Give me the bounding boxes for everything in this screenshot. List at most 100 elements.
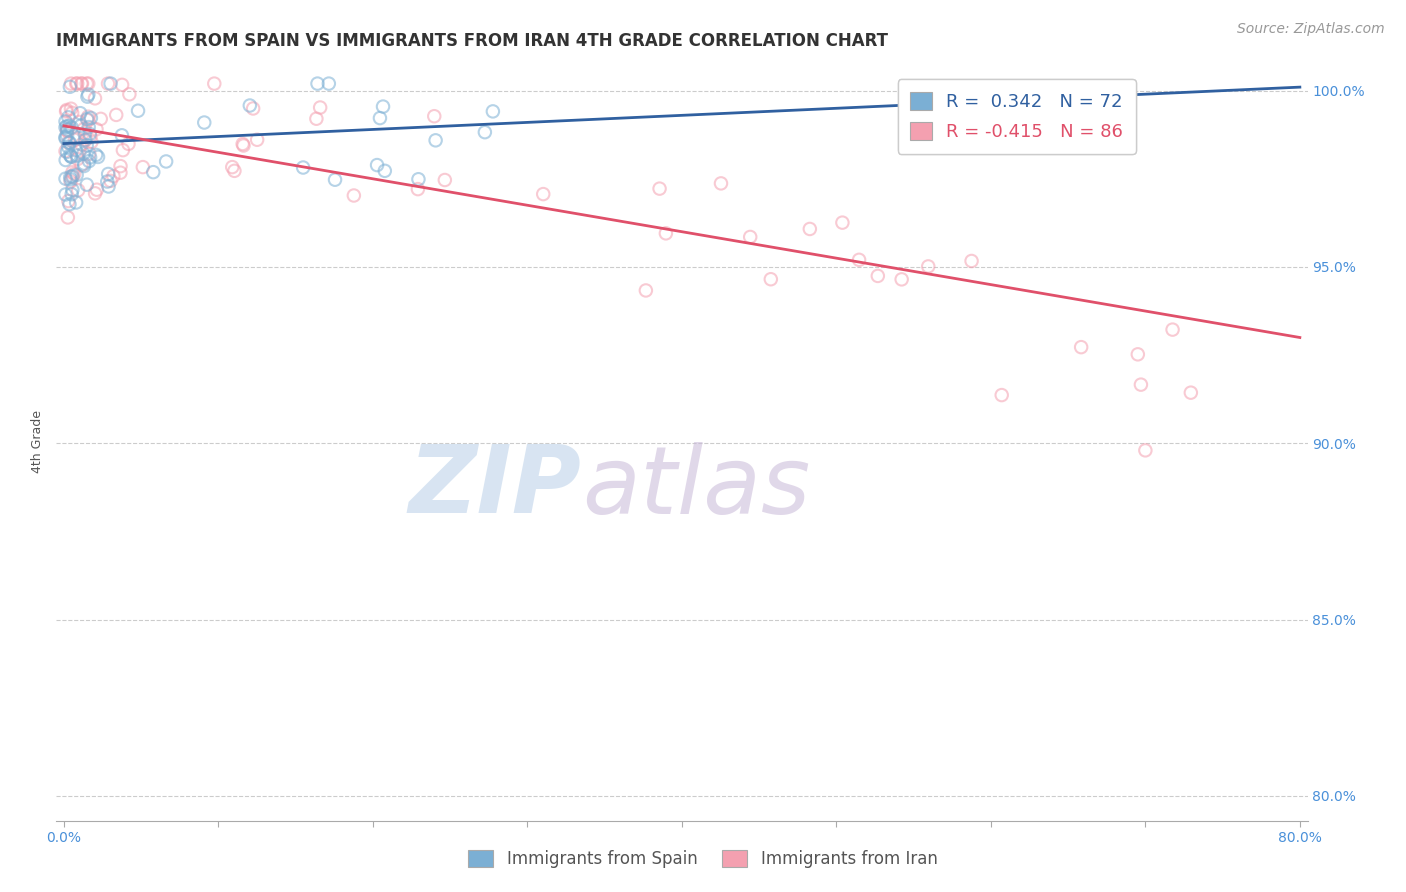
Point (63, 167, 86, 181)
Point (59, 175, 82, 189)
Point (73, 159, 96, 173)
Point (84, 186, 107, 201)
Point (648, 181, 671, 195)
Point (371, 99, 394, 113)
Point (118, 87, 141, 102)
Point (406, 182, 429, 196)
Point (224, 164, 246, 178)
Point (84, 91, 107, 105)
Point (111, 78, 134, 92)
Point (117, 136, 139, 151)
Point (67, 183, 90, 197)
Point (307, 77, 329, 91)
Point (60, 77, 83, 91)
Y-axis label: 4th Grade: 4th Grade (31, 410, 45, 473)
Point (56, 128, 79, 143)
Point (97, 77, 120, 91)
Point (990, 388, 1012, 402)
Point (60, 183, 83, 197)
Point (246, 133, 269, 147)
Point (866, 268, 889, 283)
Point (242, 102, 264, 116)
Point (759, 272, 782, 286)
Point (58, 197, 80, 211)
Point (56, 123, 79, 137)
Point (90, 112, 112, 126)
Point (86, 183, 108, 197)
Point (70, 77, 93, 91)
Point (66, 77, 89, 91)
Point (374, 164, 396, 178)
Point (84, 148, 107, 162)
Point (77, 77, 100, 91)
Point (55, 144, 77, 158)
Point (56, 140, 79, 154)
Point (474, 125, 496, 139)
Point (1126, 347, 1149, 361)
Point (1129, 377, 1152, 392)
Point (76, 112, 98, 126)
Point (740, 230, 762, 244)
Point (56, 122, 79, 136)
Point (77, 146, 100, 161)
Point (960, 254, 983, 268)
Point (55, 120, 77, 135)
Point (366, 158, 388, 172)
Point (69, 119, 91, 133)
Point (60, 187, 83, 202)
Point (55, 103, 77, 117)
Point (55, 153, 77, 167)
Point (75, 133, 97, 147)
Point (58, 119, 80, 133)
Point (56, 123, 79, 137)
Point (60, 165, 83, 179)
Point (60, 106, 83, 120)
Point (55, 171, 77, 186)
Point (59, 102, 82, 116)
Point (100, 77, 122, 91)
Point (59, 169, 82, 184)
Point (79, 127, 101, 141)
Point (634, 284, 657, 298)
Point (73, 128, 96, 142)
Point (655, 227, 678, 241)
Point (1180, 385, 1202, 400)
Point (72, 146, 94, 161)
Point (56, 120, 79, 134)
Point (76, 138, 98, 153)
Point (1070, 340, 1092, 354)
Text: IMMIGRANTS FROM SPAIN VS IMMIGRANTS FROM IRAN 4TH GRADE CORRELATION CHART: IMMIGRANTS FROM SPAIN VS IMMIGRANTS FROM… (56, 32, 889, 50)
Point (110, 166, 132, 180)
Point (132, 160, 155, 174)
Point (309, 101, 332, 115)
Point (127, 103, 149, 118)
Point (60, 150, 83, 164)
Point (55, 130, 77, 145)
Point (103, 169, 125, 183)
Point (710, 177, 733, 191)
Point (97, 179, 120, 194)
Point (155, 154, 177, 169)
Point (58, 136, 80, 150)
Point (1161, 323, 1184, 337)
Point (70, 158, 93, 172)
Point (80, 111, 103, 125)
Point (110, 159, 132, 173)
Point (66, 152, 89, 166)
Point (111, 143, 134, 157)
Point (60, 150, 83, 164)
Point (831, 216, 853, 230)
Point (408, 172, 430, 186)
Point (56, 211, 79, 225)
Point (97, 167, 120, 181)
Point (368, 111, 391, 125)
Point (77, 87, 100, 102)
Point (202, 77, 225, 91)
Point (70, 77, 93, 91)
Point (80, 135, 103, 149)
Point (105, 108, 128, 122)
Point (62, 169, 84, 183)
Point (890, 272, 912, 286)
Point (59, 136, 82, 150)
Point (65, 143, 87, 157)
